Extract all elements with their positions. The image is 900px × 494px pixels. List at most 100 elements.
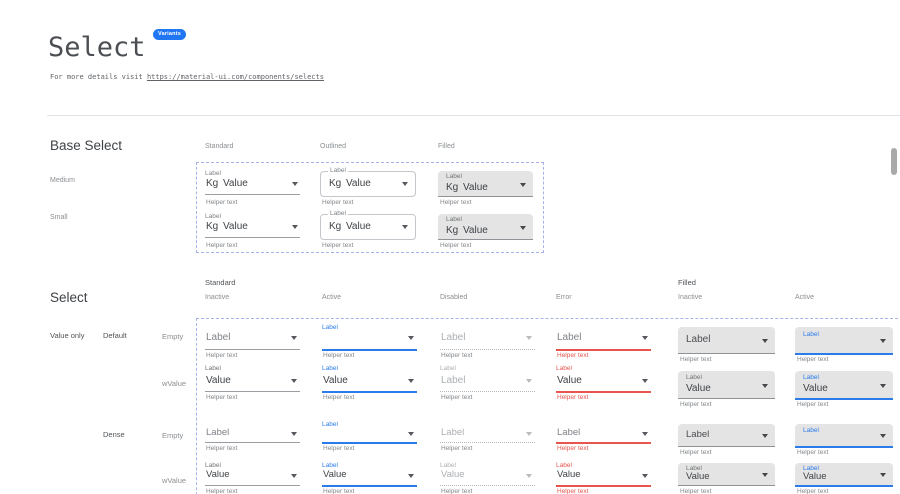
select-label: Label [803,465,819,472]
dropdown-arrow-icon [520,226,526,230]
select-standard-inactive[interactable]: Label Value Helper text [205,462,300,494]
dropdown-arrow-icon [408,379,414,383]
density-label-dense: Dense [103,430,125,439]
filled-box [438,171,533,197]
select-standard-error[interactable]: Label Value Helper text [556,462,651,494]
select-value: Value [557,469,581,480]
select-value: Value [463,182,488,193]
filled-box [795,424,893,448]
dropdown-arrow-icon [402,225,408,229]
helper-text: Helper text [557,394,589,401]
select-standard[interactable]: Label Kg Value Helper text [205,213,300,249]
select-label: Label [322,365,338,372]
select-standard-inactive[interactable]: Label Value Helper text [205,365,300,403]
select-filled-active[interactable]: Label Helper text [795,327,893,365]
select-filled-inactive[interactable]: Label Helper text [678,424,775,458]
select-value: Value [686,471,710,482]
select-filled[interactable]: Label Kg Value Helper text [438,171,533,206]
select-filled[interactable]: Label Kg Value Helper text [438,214,533,249]
select-underline [556,485,651,487]
helper-text: Helper text [797,356,829,363]
select-label: Label [446,173,462,180]
select-underline [205,349,300,350]
select-label: Label [803,374,819,381]
select-outlined[interactable]: Label Kg Value Helper text [320,167,416,206]
value-row-label-wvalue-0: wValue [162,379,187,388]
select-placeholder: Label [557,427,581,438]
select-filled-inactive[interactable]: Label Value Helper text [678,463,775,494]
select-filled-active[interactable]: Label Helper text [795,424,893,458]
select-standard-disabled: Label Label Helper text [440,365,535,403]
select-standard-active[interactable]: Label Helper text [322,324,417,361]
docs-link[interactable]: https://material-ui.com/components/selec… [146,73,324,81]
select-underline [205,237,300,238]
select-standard-disabled: Label Helper text [440,324,535,361]
helper-text: Helper text [557,352,589,359]
dropdown-arrow-icon [408,474,414,478]
helper-text: Helper text [440,242,472,249]
dropdown-arrow-icon [526,379,532,383]
select-standard-disabled: Label Helper text [440,421,535,454]
adornment-text: Kg [329,221,342,232]
select-standard-active[interactable]: Label Value Helper text [322,462,417,494]
select-filled-active[interactable]: Label Value Helper text [795,371,893,410]
select-filled-active[interactable]: Label Value Helper text [795,463,893,494]
select-placeholder: Label [686,334,711,345]
select-standard-inactive[interactable]: Label Helper text [205,421,300,454]
select-label: Label [322,462,338,469]
select-filled-inactive[interactable]: Label Value Helper text [678,371,775,410]
select-underline [205,485,300,486]
select-value: Value [323,375,348,386]
dropdown-arrow-icon [291,379,297,383]
filled-box [678,371,775,399]
group-header-standard: Standard [205,278,236,287]
dropdown-arrow-icon [526,474,532,478]
select-label: Label [322,421,338,428]
state-header-error-3: Error [556,294,572,301]
dropdown-arrow-icon [762,434,768,438]
select-value: Value [686,383,711,394]
select-standard-error[interactable]: Label Helper text [556,421,651,454]
helper-text: Helper text [557,445,589,452]
adornment-text: Kg [446,182,459,193]
base-select-dashed-container [196,162,544,253]
select-label: Label [556,462,572,469]
select-outlined[interactable]: Label Kg Value Helper text [320,210,416,249]
select-label: Label [440,462,456,469]
helper-text: Helper text [323,488,355,494]
select-value: Value [206,375,231,386]
helper-text: Helper text [323,445,355,452]
select-value: Value [346,221,371,232]
helper-text: Helper text [680,449,712,456]
subtitle: For more details visit https://material-… [50,73,324,81]
select-standard-error[interactable]: Label Value Helper text [556,365,651,403]
select-standard-inactive[interactable]: Label Helper text [205,324,300,361]
dropdown-arrow-icon [526,336,532,340]
dropdown-arrow-icon [408,336,414,340]
filled-box [438,214,533,240]
dropdown-arrow-icon [526,432,532,436]
select-standard-active[interactable]: Label Value Helper text [322,365,417,403]
select-standard-error[interactable]: Label Helper text [556,324,651,361]
select-standard[interactable]: Label Kg Value Helper text [205,170,300,206]
select-standard-active[interactable]: Label Helper text [322,421,417,454]
outlined-box [320,171,416,197]
helper-text: Helper text [206,394,238,401]
helper-text: Helper text [206,445,238,452]
select-filled-inactive[interactable]: Label Helper text [678,327,775,365]
select-underline [440,349,535,350]
state-header-disabled-2: Disabled [440,294,468,301]
filled-box [795,463,893,487]
helper-text: Helper text [441,352,473,359]
helper-text: Helper text [206,352,238,359]
dropdown-arrow-icon [408,432,414,436]
adornment-text: Kg [206,221,219,232]
dropdown-arrow-icon [642,432,648,436]
select-label: Label [328,167,348,175]
value-row-label-wvalue-1: wValue [162,476,187,485]
outlined-box [320,214,416,240]
scrollbar-thumb[interactable] [891,148,897,175]
header-divider [47,115,900,116]
helper-text: Helper text [797,488,829,494]
helper-text: Helper text [206,242,238,249]
